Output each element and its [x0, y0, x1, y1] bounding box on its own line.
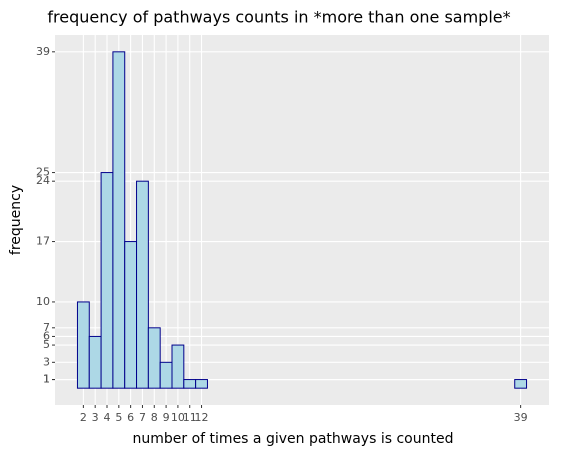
y-tick-label: 25 — [36, 166, 50, 179]
x-tick-label: 39 — [514, 411, 528, 424]
x-tick-label: 10 — [171, 411, 185, 424]
bar — [147, 327, 161, 389]
y-tick-label: 5 — [43, 338, 50, 351]
x-tick-label: 5 — [115, 411, 122, 424]
x-tick-label: 8 — [151, 411, 158, 424]
y-tick-label: 6 — [43, 329, 50, 342]
x-tick-label: 4 — [104, 411, 111, 424]
chart-title: frequency of pathways counts in *more th… — [47, 8, 510, 27]
x-tick-label: 9 — [163, 411, 170, 424]
x-tick-label: 11 — [183, 411, 197, 424]
bar — [514, 379, 528, 389]
y-tick-label: 39 — [36, 45, 50, 58]
bar — [183, 379, 197, 389]
x-tick-label: 3 — [92, 411, 99, 424]
y-tick-label: 1 — [43, 373, 50, 386]
y-tick-label: 17 — [36, 235, 50, 248]
x-tick-label: 12 — [195, 411, 209, 424]
bar — [136, 180, 149, 389]
x-tick-label: 7 — [139, 411, 146, 424]
bar — [112, 51, 126, 389]
y-axis-title: frequency — [8, 185, 24, 255]
x-axis-title: number of times a given pathways is coun… — [133, 431, 454, 447]
bar — [88, 335, 102, 389]
y-tick-label: 10 — [36, 295, 50, 308]
y-tick-label: 24 — [36, 174, 50, 187]
bar — [195, 379, 208, 389]
bar — [124, 241, 138, 389]
y-tick-label: 3 — [43, 355, 50, 368]
bar — [76, 301, 90, 389]
bar — [159, 361, 173, 389]
y-tick-label: 7 — [43, 321, 50, 334]
x-tick-label: 2 — [80, 411, 87, 424]
bar — [100, 172, 114, 389]
bar — [171, 344, 185, 389]
y-tick-label: 1 — [43, 373, 50, 386]
x-tick-label: 6 — [127, 411, 134, 424]
